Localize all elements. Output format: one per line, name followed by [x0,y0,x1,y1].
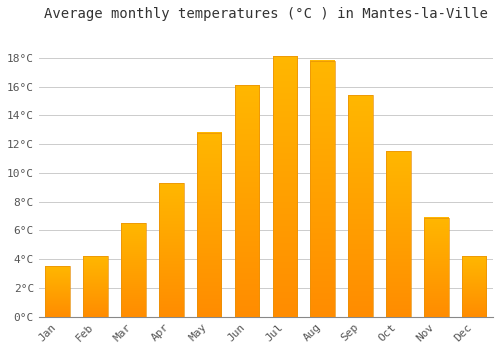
Bar [159,183,184,317]
Bar [272,56,297,317]
Bar [310,61,335,317]
Title: Average monthly temperatures (°C ) in Mantes-la-Ville: Average monthly temperatures (°C ) in Ma… [44,7,488,21]
Bar [84,257,108,317]
Bar [46,266,70,317]
Bar [121,223,146,317]
Bar [197,133,222,317]
Bar [386,151,410,317]
Bar [462,257,486,317]
Bar [348,95,373,317]
Bar [424,218,448,317]
Bar [234,85,260,317]
